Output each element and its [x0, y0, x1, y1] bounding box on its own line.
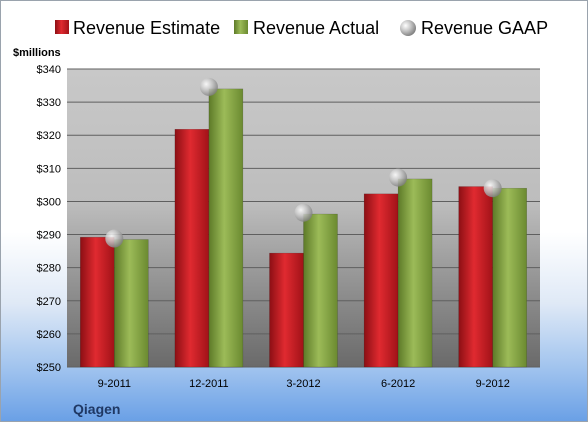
gaap-marker [294, 203, 313, 222]
y-tick-label: $250 [37, 362, 61, 374]
y-tick-label: $340 [37, 64, 61, 76]
estimate-bar [80, 236, 115, 368]
x-tick-label: 6-2012 [381, 378, 415, 390]
actual-bar [208, 88, 244, 368]
y-tick-label: $310 [37, 163, 61, 175]
x-tick-label: 9-2011 [98, 378, 131, 390]
x-tick-label: 9-2012 [476, 378, 510, 390]
y-axis-unit-label: $millions [13, 47, 61, 59]
company-name: Qiagen [73, 401, 120, 417]
actual-bar [492, 187, 527, 368]
gaap-markers [105, 77, 502, 248]
actual-bar [114, 239, 149, 368]
gaap-marker [199, 77, 218, 96]
x-tick-label: 12-2011 [189, 378, 229, 390]
x-axis-ticks: 9-2011 12-2011 3-2012 6-2012 9-2012 [98, 378, 510, 390]
legend-label-revenue-actual: Revenue Actual [253, 18, 379, 38]
legend-label-revenue-estimate: Revenue Estimate [73, 18, 220, 38]
gaap-marker [483, 179, 502, 198]
gaap-marker [389, 168, 408, 187]
legend-swatch-revenue-estimate [55, 20, 69, 34]
estimate-bar [174, 129, 210, 368]
legend-label-revenue-gaap: Revenue GAAP [421, 18, 548, 38]
estimate-bar [363, 193, 399, 368]
x-tick-label: 3-2012 [286, 378, 320, 390]
actual-bar [397, 178, 433, 368]
y-tick-label: $260 [37, 329, 61, 341]
y-tick-label: $320 [37, 130, 61, 142]
estimate-bar [458, 186, 493, 368]
y-tick-label: $330 [37, 97, 61, 109]
legend: Revenue Estimate Revenue Actual Revenue … [55, 18, 548, 38]
gaap-marker [105, 229, 124, 248]
y-tick-label: $270 [37, 296, 61, 308]
y-axis-ticks: $250 $260 $270 $280 $290 $300 $310 $320 $330 $340 [37, 64, 61, 374]
legend-marker-revenue-gaap [400, 20, 416, 36]
legend-swatch-revenue-actual [234, 20, 248, 34]
estimate-bar [269, 252, 304, 368]
bars [80, 88, 527, 368]
y-tick-label: $280 [37, 263, 61, 275]
y-tick-label: $290 [37, 230, 61, 242]
actual-bar [303, 213, 338, 368]
y-tick-label: $300 [37, 196, 61, 208]
